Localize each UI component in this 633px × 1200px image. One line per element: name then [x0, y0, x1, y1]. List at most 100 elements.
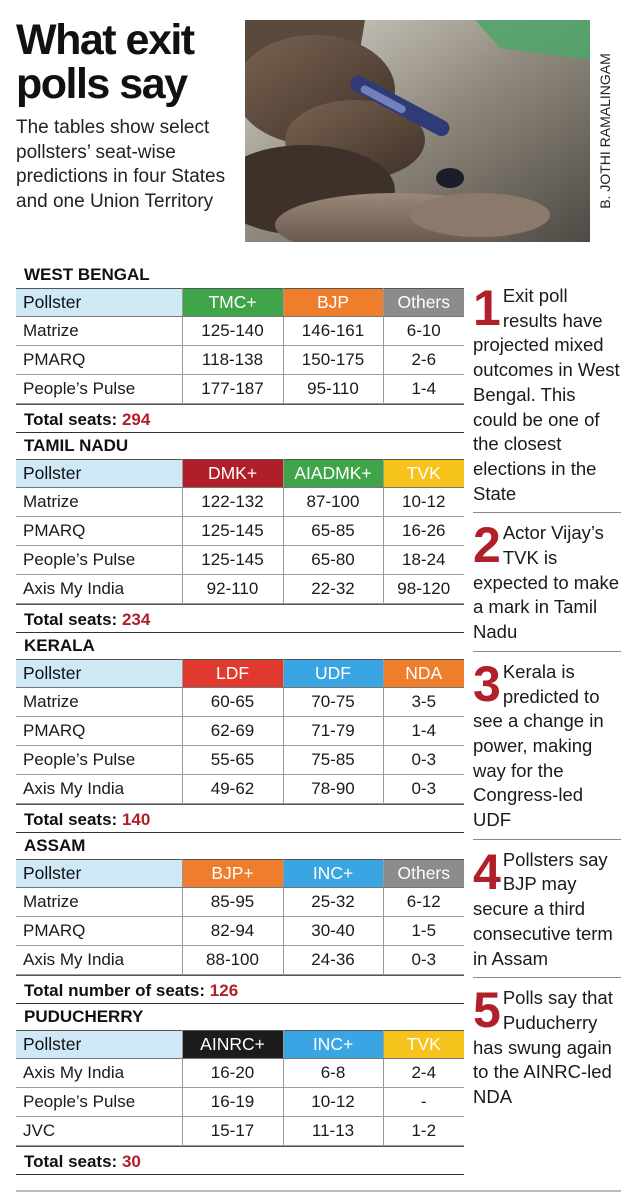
total-seats-label: Total seats:	[24, 1152, 118, 1171]
seat-projection: 92-110	[182, 574, 284, 604]
state-title: KERALA	[24, 636, 95, 655]
seat-projection: 78-90	[283, 774, 384, 804]
total-seats-label: Total seats:	[24, 810, 118, 829]
table-header-row: Pollster AINRC+ INC+ TVK	[16, 1030, 464, 1059]
seat-projection: 125-140	[182, 316, 284, 346]
total-seats: Total seats: 294	[16, 404, 464, 433]
party-header: NDA	[383, 659, 464, 688]
party-header: AINRC+	[182, 1030, 284, 1059]
party-header: TVK	[383, 459, 464, 488]
poll-table: Pollster AINRC+ INC+ TVK Axis My India 16-20 6…	[16, 1030, 464, 1146]
table-row: People’s Pulse 55-65 75-85 0-3	[16, 745, 464, 775]
total-seats-value: 30	[121, 1152, 141, 1171]
seat-projection: 25-32	[283, 887, 384, 917]
party-header: AIADMK+	[283, 459, 384, 488]
key-point: 2 Actor Vijay’s TVK is expected to make a…	[473, 517, 621, 652]
table-header-row: Pollster BJP+ INC+ Others	[16, 859, 464, 888]
photo-voter-ink-finger	[245, 20, 590, 242]
table-row: People’s Pulse 125-145 65-80 18-24	[16, 545, 464, 575]
key-point: 3 Kerala is predicted to see a change in …	[473, 659, 621, 840]
poll-table: Pollster DMK+ AIADMK+ TVK Matrize 122-132 87-1…	[16, 459, 464, 604]
party-header: Others	[383, 859, 464, 888]
seat-projection: 85-95	[182, 887, 284, 917]
key-point-number: 4	[473, 843, 501, 900]
party-header: TMC+	[182, 288, 284, 317]
seat-projection: 98-120	[383, 574, 464, 604]
seat-projection: 82-94	[182, 916, 284, 946]
seat-projection: 71-79	[283, 716, 384, 746]
table-row: Axis My India 92-110 22-32 98-120	[16, 574, 464, 604]
seat-projection: 16-20	[182, 1058, 284, 1088]
seat-projection: 87-100	[283, 487, 384, 517]
key-points: 1 Exit poll results have projected mixed …	[473, 280, 621, 1124]
state-title: ASSAM	[24, 836, 86, 855]
seat-projection: 75-85	[283, 745, 384, 775]
table-row: Matrize 85-95 25-32 6-12	[16, 887, 464, 917]
pollster-name: People’s Pulse	[16, 545, 183, 575]
seat-projection: 146-161	[283, 316, 384, 346]
seat-projection: 0-3	[383, 745, 464, 775]
total-seats-label: Total seats:	[24, 610, 118, 629]
seat-projection: 125-145	[182, 545, 284, 575]
table-row: Axis My India 49-62 78-90 0-3	[16, 774, 464, 804]
table-row: People’s Pulse 177-187 95-110 1-4	[16, 374, 464, 404]
pollster-name: People’s Pulse	[16, 745, 183, 775]
seat-projection: 16-26	[383, 516, 464, 546]
party-header: DMK+	[182, 459, 284, 488]
seat-projection: 16-19	[182, 1087, 284, 1117]
photo-illustration	[245, 20, 590, 242]
key-point: 4 Pollsters say BJP may secure a third co…	[473, 843, 621, 979]
seat-projection: -	[383, 1087, 464, 1117]
seat-projection: 177-187	[182, 374, 284, 404]
seat-projection: 1-4	[383, 374, 464, 404]
party-header: TVK	[383, 1030, 464, 1059]
subhead: The tables show select pollsters’ seat-w…	[16, 117, 226, 212]
seat-projection: 3-5	[383, 687, 464, 717]
key-point-text: Polls say that Puducherry has swung agai…	[473, 987, 613, 1108]
seat-projection: 10-12	[383, 487, 464, 517]
seat-projection: 24-36	[283, 945, 384, 975]
state-title: TAMIL NADU	[24, 436, 129, 455]
table-row: Axis My India 88-100 24-36 0-3	[16, 945, 464, 975]
seat-projection: 150-175	[283, 345, 384, 375]
pollster-name: Axis My India	[16, 574, 183, 604]
pollster-name: PMARQ	[16, 345, 183, 375]
pollster-name: Matrize	[16, 487, 183, 517]
seat-projection: 70-75	[283, 687, 384, 717]
pollster-header: Pollster	[16, 459, 183, 488]
seat-projection: 95-110	[283, 374, 384, 404]
seat-projection: 1-2	[383, 1116, 464, 1146]
total-seats: Total seats: 30	[16, 1146, 464, 1175]
seat-projection: 1-4	[383, 716, 464, 746]
key-point-text: Kerala is predicted to see a change in p…	[473, 660, 604, 831]
total-seats-value: 294	[121, 410, 151, 429]
pollster-name: JVC	[16, 1116, 183, 1146]
key-point-number: 2	[473, 517, 501, 574]
state-title: PUDUCHERRY	[24, 1007, 144, 1026]
key-point-number: 1	[473, 280, 501, 336]
total-seats: Total seats: 140	[16, 804, 464, 833]
table-row: PMARQ 82-94 30-40 1-5	[16, 916, 464, 946]
seat-projection: 125-145	[182, 516, 284, 546]
poll-table: Pollster BJP+ INC+ Others Matrize 85-95 25-32 6…	[16, 859, 464, 975]
pollster-name: Matrize	[16, 687, 183, 717]
party-header: INC+	[283, 1030, 384, 1059]
seat-projection: 60-65	[182, 687, 284, 717]
state-title: WEST BENGAL	[24, 265, 150, 284]
seat-projection: 1-5	[383, 916, 464, 946]
pollster-header: Pollster	[16, 1030, 183, 1059]
seat-projection: 6-10	[383, 316, 464, 346]
key-point-text: Pollsters say BJP may secure a third con…	[473, 848, 613, 969]
seat-projection: 88-100	[182, 945, 284, 975]
key-point-text: Exit poll results have projected mixed o…	[473, 285, 620, 504]
key-point: 5 Polls say that Puducherry has swung aga…	[473, 985, 621, 1116]
seat-projection: 22-32	[283, 574, 384, 604]
seat-projection: 6-8	[283, 1058, 384, 1088]
total-seats-value: 234	[121, 610, 151, 629]
pollster-header: Pollster	[16, 288, 183, 317]
seat-projection: 2-6	[383, 345, 464, 375]
photo-credit: B. JOTHI RAMALINGAM	[597, 53, 613, 209]
total-seats-value: 126	[209, 981, 239, 1000]
pollster-header: Pollster	[16, 659, 183, 688]
table-header-row: Pollster DMK+ AIADMK+ TVK	[16, 459, 464, 488]
